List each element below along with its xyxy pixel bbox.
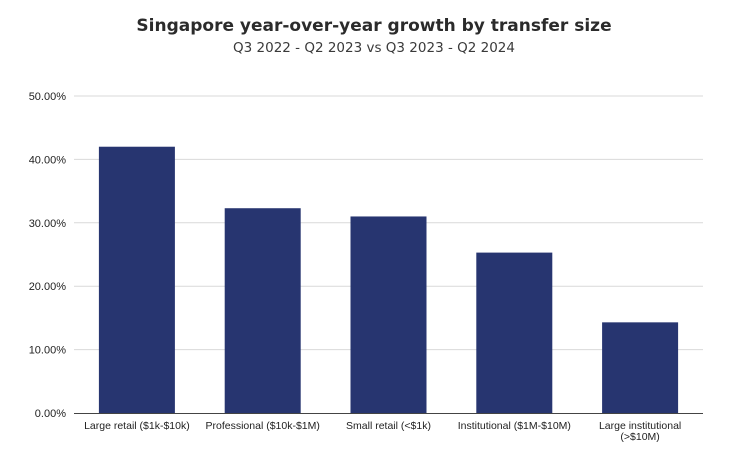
x-tick-label: Small retail (<$1k) [346, 420, 431, 432]
y-tick-label: 40.00% [29, 154, 67, 166]
bar [224, 208, 301, 413]
x-tick-label: Institutional ($1M-$10M) [458, 420, 571, 432]
y-tick-label: 50.00% [29, 91, 67, 103]
y-tick-label: 30.00% [29, 218, 67, 230]
y-axis-tick-labels: 0.00% 10.00% 20.00% 30.00% 40.00% 50.00% [29, 91, 67, 420]
x-tick-label: Professional ($10k-$1M) [206, 420, 320, 432]
y-tick-label: 10.00% [29, 345, 67, 357]
bar [602, 322, 679, 413]
chart-subtitle: Q3 2022 - Q2 2023 vs Q3 2023 - Q2 2024 [233, 40, 515, 56]
bars [98, 146, 679, 413]
x-axis-tick-labels: Large retail ($1k-$10k) Professional ($10… [84, 420, 681, 443]
y-tick-label: 20.00% [29, 281, 67, 293]
x-tick-label: Large institutional (>$10M) [599, 420, 681, 443]
y-tick-label: 0.00% [35, 408, 66, 420]
bar [350, 216, 427, 413]
chart-title: Singapore year-over-year growth by trans… [136, 16, 612, 36]
bar [476, 252, 553, 413]
bar [98, 146, 175, 413]
x-tick-label: Large retail ($1k-$10k) [84, 420, 190, 432]
